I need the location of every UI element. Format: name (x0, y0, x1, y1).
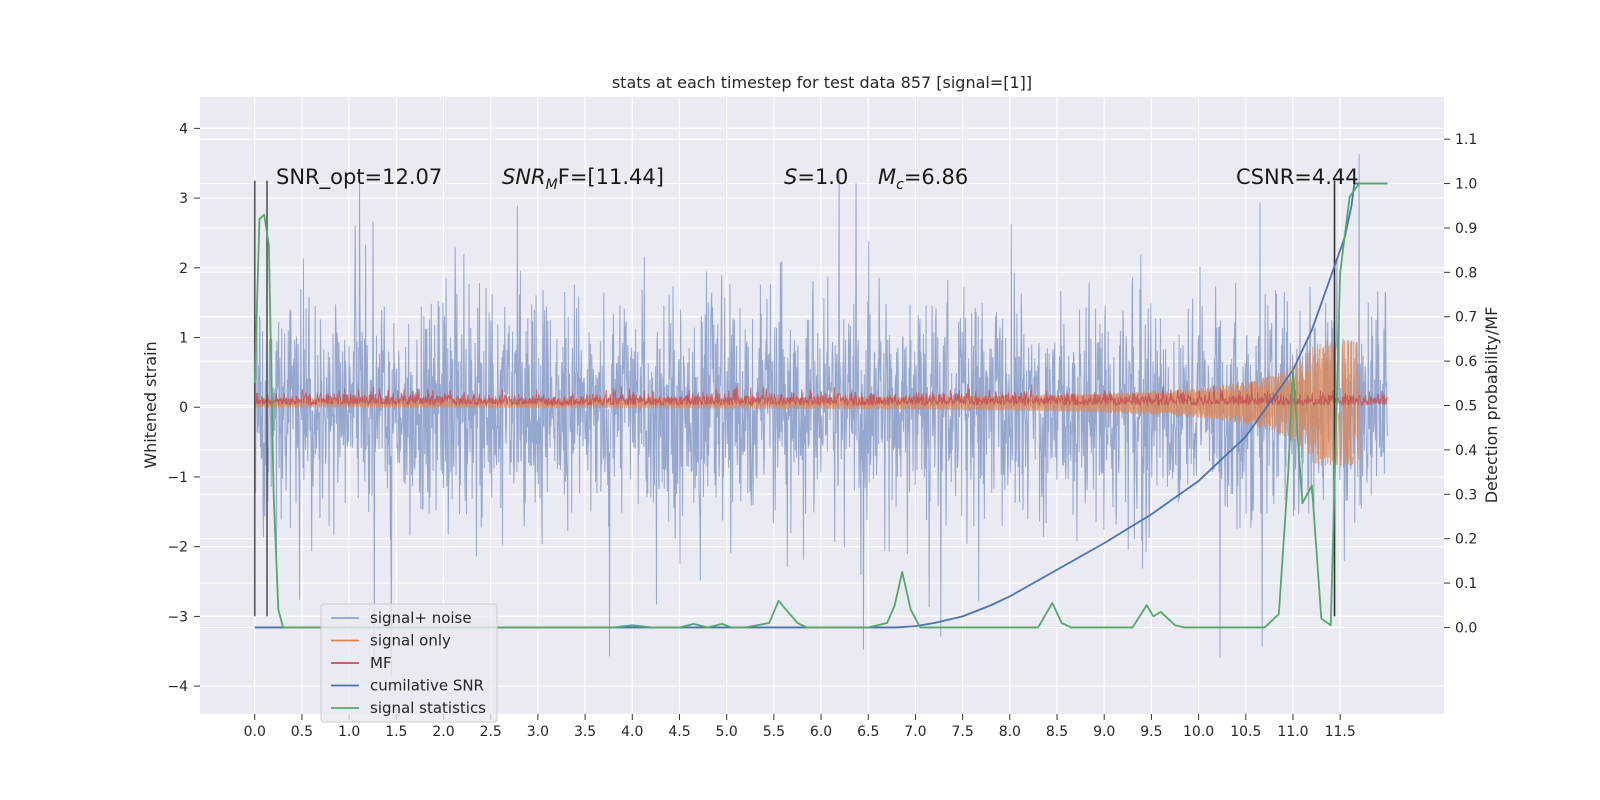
y-tick-label: −4 (167, 679, 188, 695)
x-tick-label: 1.5 (385, 724, 407, 740)
y-tick-label: 3 (179, 191, 188, 207)
y-tick-label: 0 (179, 400, 188, 416)
y2-tick-label: 1.1 (1455, 132, 1477, 148)
y-tick-label: 1 (179, 331, 188, 347)
x-tick-label: 8.0 (999, 724, 1021, 740)
x-tick-label: 3.5 (574, 724, 596, 740)
x-tick-label: 3.0 (527, 724, 549, 740)
y-tick-label: 2 (179, 261, 188, 277)
y-tick-label: −2 (167, 540, 188, 556)
annotation-snr-mf: SNRMF=[11.44] (502, 165, 664, 193)
x-tick-label: 4.0 (621, 724, 643, 740)
legend-entry: MF (370, 654, 392, 672)
annotation-mc-rest: =6.86 (904, 165, 968, 189)
chart-title: stats at each timestep for test data 857… (612, 73, 1032, 92)
annotation-snr-mf-sub: M (546, 177, 558, 193)
legend-entry: signal+ noise (370, 609, 472, 627)
legend: signal+ noise signal only MF cumilative SNR… (320, 603, 498, 723)
y2-tick-label: 0.7 (1455, 310, 1477, 326)
x-tick-label: 2.0 (432, 724, 454, 740)
x-tick-label: 4.5 (668, 724, 690, 740)
annotation-snr-opt: SNR_opt=12.07 (276, 165, 442, 190)
y-axis-label: Whitened strain (141, 341, 160, 468)
x-tick-label: 9.5 (1140, 724, 1162, 740)
y2-tick-label: 0.4 (1455, 443, 1477, 459)
x-tick-label: 11.0 (1277, 724, 1308, 740)
x-tick-label: 10.0 (1183, 724, 1214, 740)
y-tick-label: −3 (167, 609, 188, 625)
y-tick-label: −1 (167, 470, 188, 486)
x-tick-label: 5.5 (763, 724, 785, 740)
series-cumulative-snr (254, 182, 1388, 629)
annotation-mc-var: M (878, 165, 896, 189)
annotation-snr-mf-rest: F=[11.44] (558, 165, 664, 189)
axis-ticks: 0.0 0.5 1.0 1.5 2.0 2.5 3.0 3.5 4.0 4.5 5.0 5.5 6.0 6… (167, 121, 1477, 740)
series-signal-statistics (253, 182, 1388, 629)
x-tick-label: 7.0 (904, 724, 926, 740)
annotation-s-var: S (784, 165, 797, 189)
legend-box (320, 603, 498, 723)
annotation-snr-mf-base: SNR (502, 165, 546, 189)
legend-entry: signal statistics (370, 699, 486, 717)
y2-tick-label: 0.5 (1455, 399, 1477, 415)
x-tick-label: 0.5 (291, 724, 313, 740)
annotation-s-rest: =1.0 (797, 165, 848, 189)
annotation-s: S=1.0 (784, 165, 848, 189)
y-tick-label: 4 (179, 121, 188, 137)
y2-tick-label: 0.2 (1455, 532, 1477, 548)
plot-layer (253, 154, 1388, 676)
x-tick-label: 6.5 (857, 724, 879, 740)
x-tick-label: 10.5 (1230, 724, 1261, 740)
annotations: SNR_opt=12.07 SNRMF=[11.44] S=1.0 Mc=6.8… (276, 165, 1359, 193)
annotation-csnr: CSNR=4.44 (1236, 165, 1359, 189)
y2-tick-label: 1.0 (1455, 177, 1477, 193)
y2-axis-label: Detection probability/MF (1482, 307, 1501, 504)
annotation-mc: Mc=6.86 (878, 165, 968, 193)
legend-entry: cumilative SNR (370, 677, 484, 695)
y2-tick-label: 0.1 (1455, 576, 1477, 592)
x-tick-label: 1.0 (338, 724, 360, 740)
x-tick-label: 8.5 (1046, 724, 1068, 740)
x-tick-label: 0.0 (244, 724, 266, 740)
series-signal-noise (254, 154, 1388, 676)
x-tick-label: 11.5 (1325, 724, 1356, 740)
y2-tick-label: 0.6 (1455, 354, 1477, 370)
y2-tick-label: 0.8 (1455, 265, 1477, 281)
y2-tick-label: 0.9 (1455, 221, 1477, 237)
annotation-mc-sub: c (896, 177, 904, 193)
x-tick-label: 5.0 (716, 724, 738, 740)
legend-entry: signal only (370, 632, 451, 650)
series-mf (254, 382, 1388, 407)
series-signal-only (254, 340, 1360, 466)
x-tick-label: 9.0 (1093, 724, 1115, 740)
x-tick-label: 2.5 (480, 724, 502, 740)
x-tick-label: 6.0 (810, 724, 832, 740)
y2-tick-label: 0.0 (1455, 620, 1477, 636)
y2-tick-label: 0.3 (1455, 487, 1477, 503)
x-tick-label: 7.5 (952, 724, 974, 740)
